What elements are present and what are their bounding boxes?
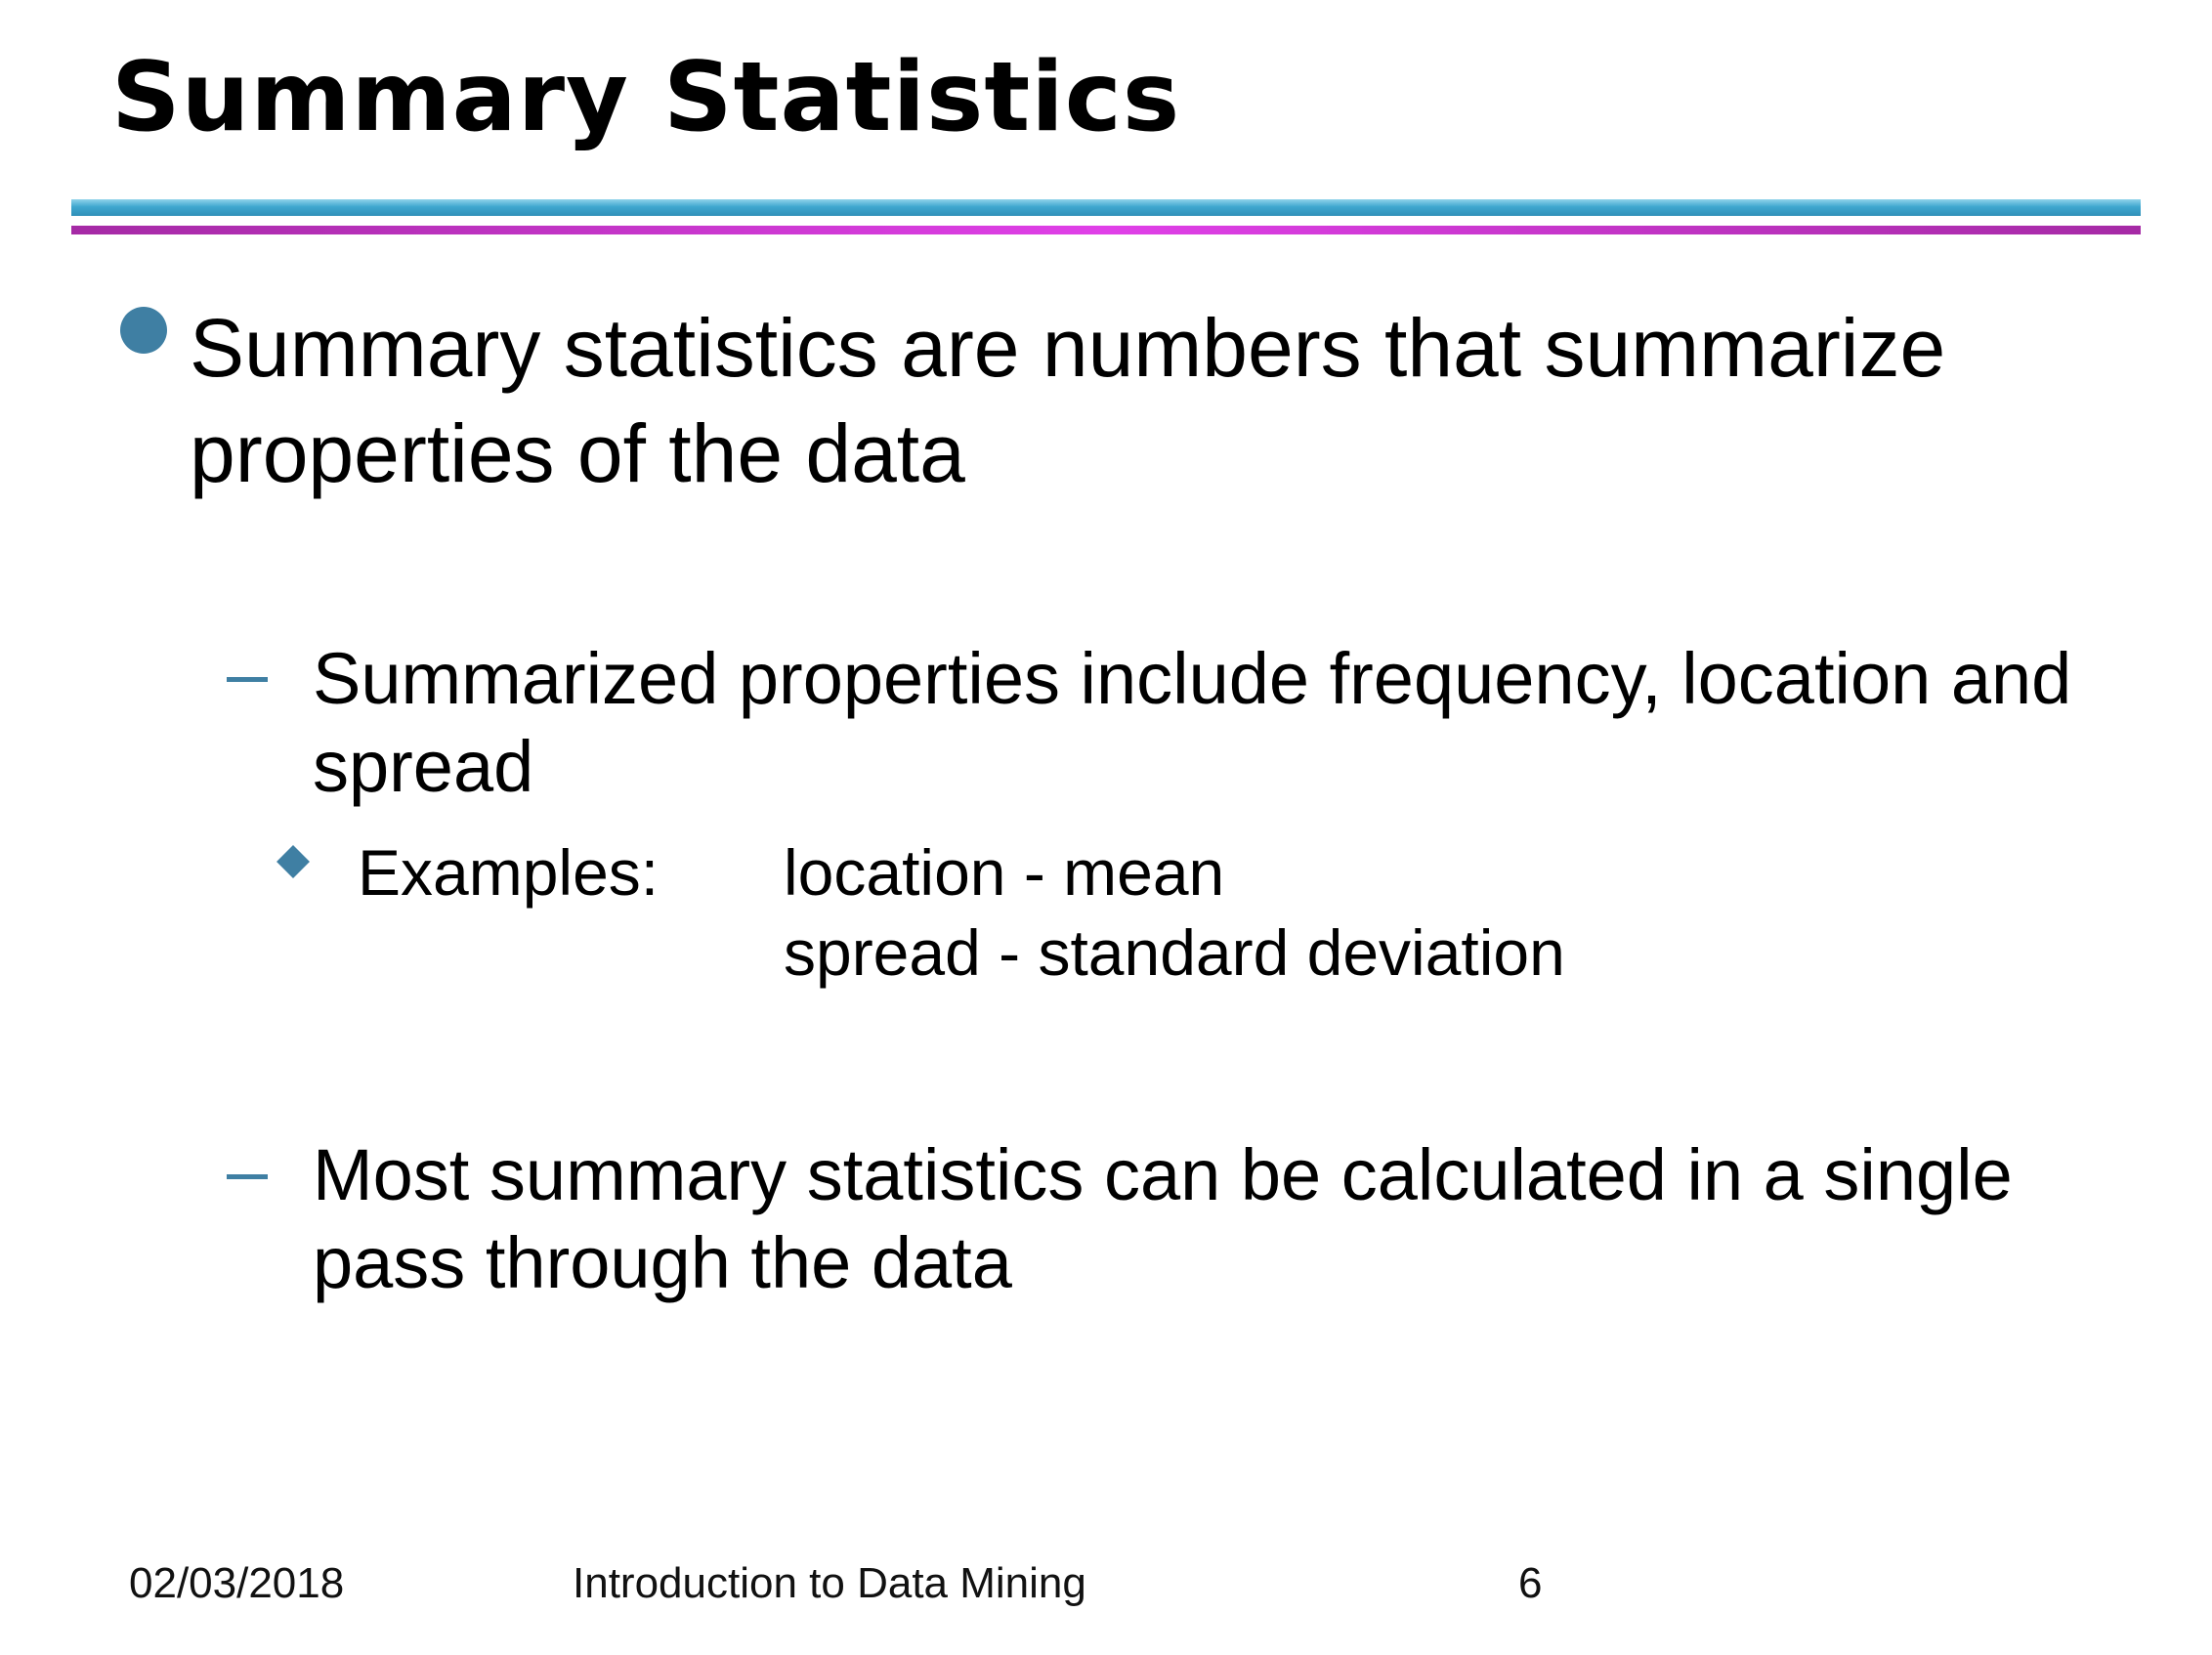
examples-label: Examples: <box>358 836 659 909</box>
sub-point-1: Summarized properties include frequency,… <box>313 638 2072 807</box>
bullet-dot-icon <box>120 307 167 354</box>
diamond-bullet-icon <box>276 845 310 878</box>
footer-course: Introduction to Data Mining <box>573 1559 1086 1607</box>
footer-date: 02/03/2018 <box>129 1559 345 1607</box>
slide-title: Summary Statistics <box>111 42 1181 153</box>
sub-point-2: Most summary statistics can be calculate… <box>313 1134 2013 1303</box>
example-item-1: location - mean <box>784 836 1225 909</box>
dash-icon <box>227 677 268 682</box>
title-rule-blue <box>71 199 2141 216</box>
footer-page-number: 6 <box>1518 1559 1543 1607</box>
dash-icon <box>227 1174 268 1179</box>
example-item-2: spread - standard deviation <box>784 916 1565 989</box>
bullet-text: Summary statistics are numbers that summ… <box>190 302 1946 499</box>
title-rule-magenta <box>71 226 2141 234</box>
